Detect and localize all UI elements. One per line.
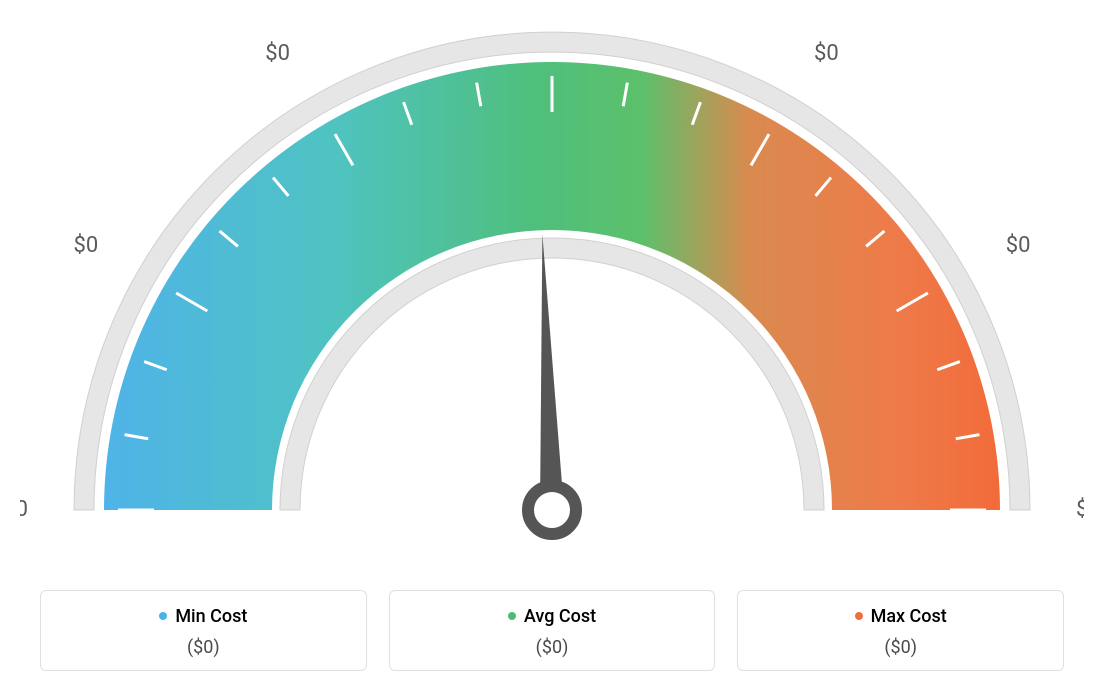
legend-avg-text: Avg Cost xyxy=(524,606,596,627)
gauge-tick-label: $0 xyxy=(73,233,98,258)
legend-max-dot xyxy=(855,612,863,620)
gauge-needle-hub xyxy=(528,486,576,534)
cost-gauge: $0$0$0$0$0$0$0 xyxy=(20,20,1084,580)
gauge-tick-label: $0 xyxy=(1006,233,1031,258)
legend-avg-label: Avg Cost xyxy=(508,606,596,627)
gauge-tick-label: $0 xyxy=(265,41,290,66)
gauge-svg: $0$0$0$0$0$0$0 xyxy=(20,20,1084,580)
legend-min-value: ($0) xyxy=(51,637,356,658)
gauge-needle xyxy=(540,234,564,510)
legend-avg-value: ($0) xyxy=(400,637,705,658)
legend-max-label: Max Cost xyxy=(855,606,947,627)
legend-max-value: ($0) xyxy=(748,637,1053,658)
legend-min-text: Min Cost xyxy=(175,606,247,627)
legend-max-box: Max Cost ($0) xyxy=(737,590,1064,671)
legend-min-box: Min Cost ($0) xyxy=(40,590,367,671)
legend-max-text: Max Cost xyxy=(871,606,947,627)
legend-min-label: Min Cost xyxy=(159,606,247,627)
legend-row: Min Cost ($0) Avg Cost ($0) Max Cost ($0… xyxy=(40,590,1064,671)
legend-min-dot xyxy=(159,612,167,620)
legend-avg-box: Avg Cost ($0) xyxy=(389,590,716,671)
gauge-tick-label: $0 xyxy=(1076,497,1084,522)
gauge-tick-label: $0 xyxy=(814,41,839,66)
legend-avg-dot xyxy=(508,612,516,620)
gauge-tick-label: $0 xyxy=(20,497,28,522)
